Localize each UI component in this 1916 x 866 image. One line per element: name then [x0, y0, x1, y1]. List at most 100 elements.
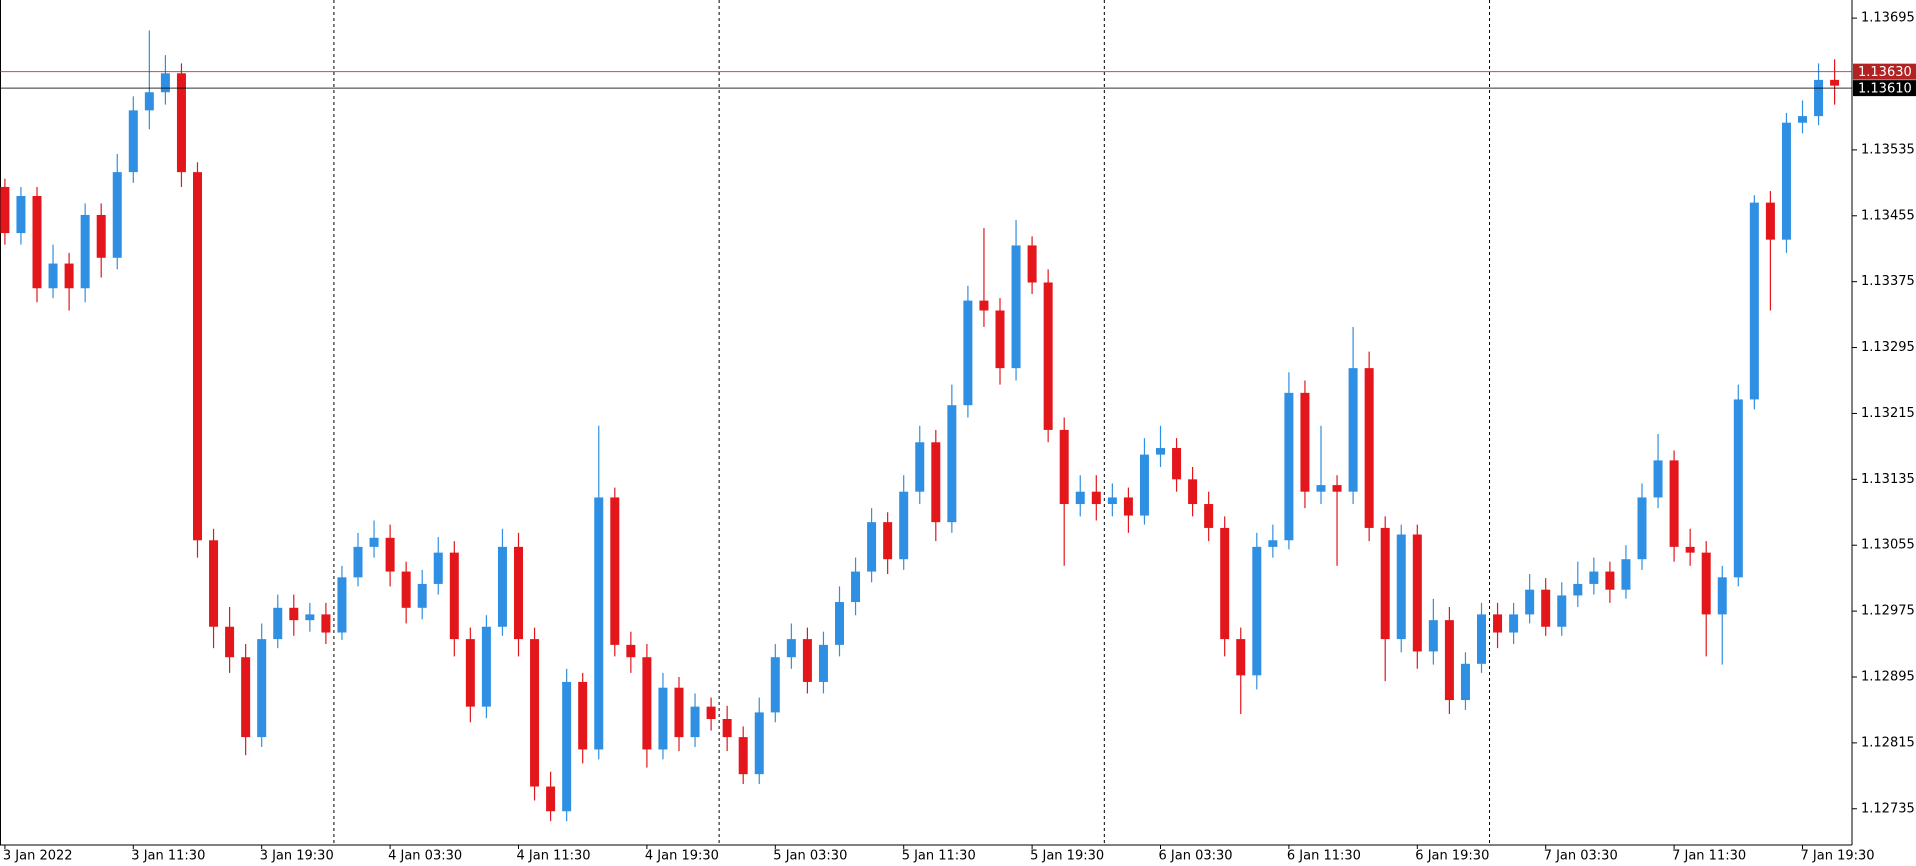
candle-body [1557, 595, 1567, 627]
candle-body [1717, 577, 1727, 615]
candle-body [497, 546, 507, 627]
y-tick-label: 1.13695 [1861, 11, 1915, 26]
price-label: 1.13610 [1858, 82, 1912, 97]
candle-body [1781, 122, 1791, 240]
candle-body [385, 537, 395, 572]
candle-body [610, 497, 620, 645]
candle-body [289, 607, 299, 621]
candle-body [1669, 460, 1679, 547]
candle-body [1637, 497, 1647, 560]
candle-body [1011, 245, 1021, 369]
x-tick-label: 7 Jan 11:30 [1672, 849, 1746, 864]
candle-body [1605, 571, 1615, 590]
x-tick-label: 4 Jan 11:30 [517, 849, 591, 864]
candle-body [128, 110, 138, 173]
candle-body [1091, 491, 1101, 505]
candle-body [144, 92, 154, 111]
candle-body [802, 639, 812, 682]
y-tick-label: 1.12735 [1861, 801, 1915, 816]
candle-body [1284, 392, 1294, 541]
candle-body [1123, 497, 1133, 516]
candle-body [530, 639, 540, 787]
candle-body [594, 497, 604, 750]
candle-body [738, 737, 748, 775]
candle-body [546, 786, 556, 812]
candle-body [160, 73, 170, 93]
candle-body [1107, 497, 1117, 505]
candle-body [401, 571, 411, 608]
candle-body [867, 522, 877, 572]
candle-body [176, 73, 186, 173]
candle-body [1749, 202, 1759, 400]
candle-body [1460, 663, 1470, 701]
candle-body [369, 537, 379, 547]
candle-body [1380, 527, 1390, 640]
candle-body [1428, 620, 1438, 652]
candle-body [1220, 527, 1230, 640]
candle-body [16, 196, 26, 234]
candle-body [1493, 614, 1503, 633]
x-tick-label: 4 Jan 03:30 [388, 849, 462, 864]
x-tick-label: 3 Jan 2022 [3, 849, 73, 864]
candle-body [963, 300, 973, 406]
candle-body [562, 681, 572, 812]
candle-body [96, 214, 106, 258]
candle-body [578, 681, 588, 750]
candle-body [209, 540, 219, 627]
candle-body [1204, 504, 1214, 528]
candle-body [1701, 552, 1711, 615]
x-tick-label: 6 Jan 19:30 [1415, 849, 1489, 864]
candle-body [722, 718, 732, 738]
x-tick-label: 3 Jan 11:30 [131, 849, 205, 864]
candle-body [658, 687, 668, 750]
y-tick-label: 1.12895 [1861, 669, 1915, 684]
candle-body [754, 712, 764, 775]
candle-body [1573, 583, 1583, 596]
candle-body [1075, 491, 1085, 505]
candle-body [1477, 614, 1486, 664]
candle-body [305, 614, 315, 621]
candle-body [915, 442, 925, 492]
y-tick-label: 1.13215 [1861, 406, 1915, 421]
candle-body [979, 300, 989, 311]
candle-body [241, 657, 251, 738]
candle-body [1188, 479, 1198, 505]
candle-body [851, 571, 861, 603]
candle-body [1364, 368, 1374, 528]
candle-body [642, 657, 652, 750]
candle-body [1830, 79, 1840, 86]
y-tick-label: 1.12975 [1861, 604, 1915, 619]
candle-body [706, 706, 716, 719]
candle-body [690, 706, 700, 738]
candle-body [449, 552, 459, 640]
candle-body [353, 546, 363, 578]
candle-body [1059, 429, 1069, 505]
x-tick-label: 6 Jan 11:30 [1287, 849, 1361, 864]
x-tick-label: 4 Jan 19:30 [645, 849, 719, 864]
candle-body [835, 602, 844, 645]
candle-body [48, 263, 58, 289]
candle-body [1525, 589, 1535, 615]
candle-body [674, 687, 684, 738]
candle-body [465, 639, 475, 707]
candle-body [1685, 546, 1695, 553]
candle-body [899, 491, 909, 560]
candle-body [1236, 639, 1246, 676]
candle-body [1396, 534, 1406, 640]
candle-body [947, 405, 957, 523]
candle-body [1300, 392, 1310, 492]
x-tick-label: 5 Jan 11:30 [902, 849, 976, 864]
x-tick-label: 5 Jan 19:30 [1030, 849, 1104, 864]
candle-body [1252, 546, 1262, 676]
candle-body [1798, 116, 1807, 123]
candle-body [273, 607, 283, 640]
candle-body [1653, 460, 1663, 498]
candle-body [257, 639, 267, 738]
y-tick-label: 1.13455 [1861, 208, 1915, 223]
candle-body [931, 442, 941, 523]
candle-body [995, 310, 1005, 369]
candle-body [1172, 448, 1182, 480]
y-tick-label: 1.13135 [1861, 472, 1915, 487]
